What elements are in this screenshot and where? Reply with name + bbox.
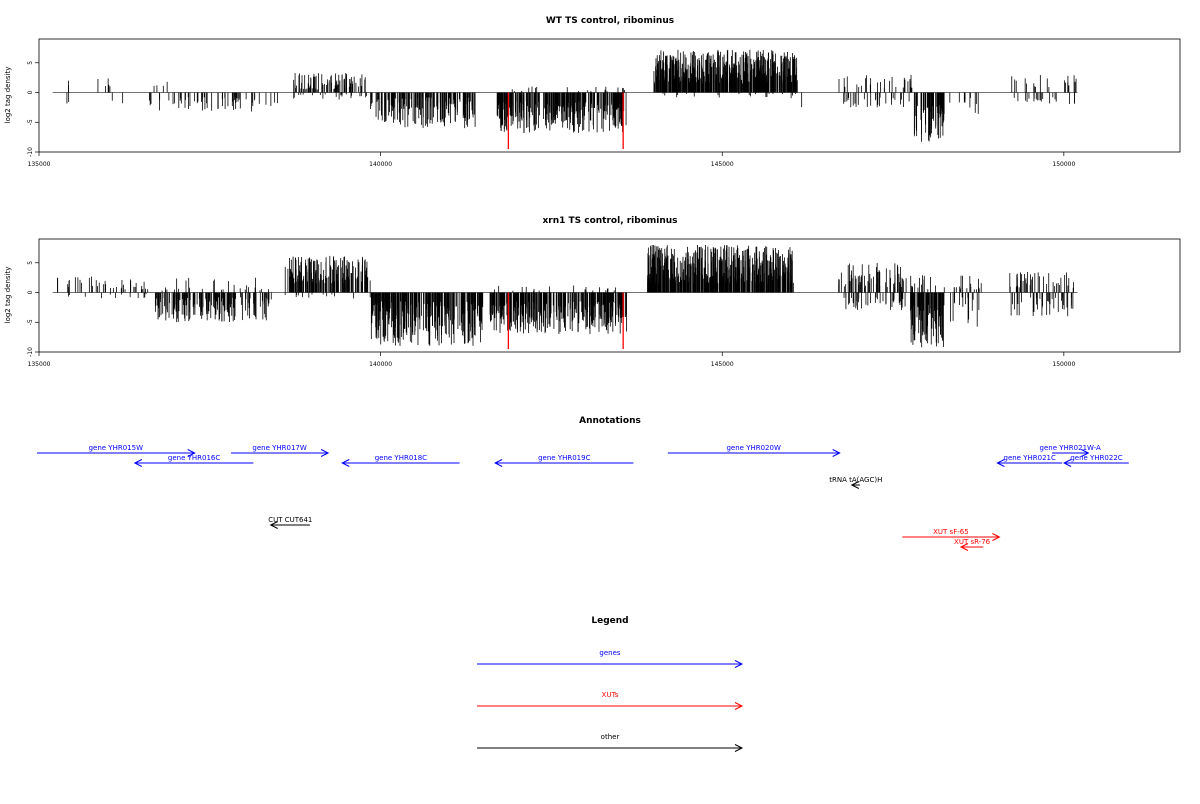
annotation-label: gene YHR021C: [1004, 454, 1056, 462]
annotation-label: gene YHR018C: [375, 454, 427, 462]
xrn1-track-panel: xrn1 TS control, ribominus log2 tag dens…: [4, 216, 1181, 368]
annotation-arrow-arrowhead: [187, 449, 196, 457]
annotation-feature: gene YHR019C: [494, 454, 634, 467]
xrn1-y-axis-label: log2 tag density: [4, 267, 12, 324]
annotation-arrow-arrowhead: [959, 543, 969, 551]
y-tick-label: -10: [27, 147, 34, 157]
annotation-feature: gene YHR015W: [36, 444, 196, 457]
legend-label: other: [601, 733, 620, 741]
legend-entry: XUTs: [477, 691, 744, 710]
annotation-label: gene YHR022C: [1070, 454, 1122, 462]
annotation-label: gene YHR020W: [726, 444, 780, 452]
annotation-feature: gene YHR016C: [133, 454, 254, 467]
annotation-arrow-arrowhead: [320, 449, 330, 457]
x-tick-label: 140000: [369, 361, 392, 368]
annotation-label: gene YHR016C: [168, 454, 220, 462]
annotation-label: gene YHR021W-A: [1040, 444, 1101, 452]
annotation-arrow-arrowhead: [996, 459, 1005, 467]
annotation-label: XUT sF-65: [933, 528, 969, 536]
legend-arrow-arrowhead: [734, 660, 744, 668]
y-tick-label: 5: [27, 261, 34, 265]
annotation-arrow-arrowhead: [1062, 459, 1072, 467]
annotations-title: Annotations: [579, 416, 641, 426]
annotation-feature: gene YHR022C: [1062, 454, 1129, 467]
annotation-feature: gene YHR017W: [231, 444, 330, 457]
annotation-arrow-arrowhead: [269, 521, 278, 529]
wt-track-panel: WT TS control, ribominus log2 tag densit…: [4, 16, 1181, 168]
annotation-arrow-arrowhead: [992, 533, 1001, 541]
annotation-arrow-arrowhead: [832, 449, 841, 457]
y-tick-label: -10: [27, 347, 34, 357]
xrn1-bars: [52, 244, 1078, 350]
wt-y-axis-label: log2 tag density: [4, 67, 12, 124]
x-tick-label: 140000: [369, 161, 392, 168]
plot-frame: [38, 238, 1181, 353]
annotation-feature: gene YHR018C: [341, 454, 460, 467]
xrn1-axes: 135000 140000 145000 150000 -10 -5 0 5: [27, 238, 1181, 368]
x-tick-label: 135000: [28, 361, 51, 368]
annotation-label: tRNA tA(AGC)H: [829, 476, 882, 484]
annotation-label: CUT CUT641: [268, 516, 312, 524]
plot-frame: [38, 38, 1181, 153]
y-tick-label: 0: [27, 290, 34, 294]
annotation-arrow-arrowhead: [494, 459, 503, 467]
wt-bars: [52, 49, 1078, 150]
legend-label: genes: [599, 649, 620, 657]
y-tick-label: 0: [27, 90, 34, 94]
annotation-label: XUT sR-76: [954, 538, 991, 546]
legend-entries: genes XUTs other: [477, 649, 744, 752]
legend-entry: other: [477, 733, 744, 752]
annotation-label: gene YHR017W: [252, 444, 306, 452]
legend-panel: Legend genes XUTs other: [477, 616, 744, 752]
annotation-label: gene YHR019C: [538, 454, 590, 462]
y-tick-label: -5: [27, 119, 34, 125]
legend-title: Legend: [591, 616, 628, 626]
x-tick-label: 135000: [28, 161, 51, 168]
legend-entry: genes: [477, 649, 744, 668]
annotation-feature: gene YHR020W: [667, 444, 841, 457]
legend-arrow-arrowhead: [734, 702, 744, 710]
wt-track-title: WT TS control, ribominus: [546, 16, 674, 26]
y-tick-label: 5: [27, 61, 34, 65]
y-tick-label: -5: [27, 319, 34, 325]
xrn1-track-title: xrn1 TS control, ribominus: [542, 216, 677, 226]
annotation-feature: gene YHR021C: [996, 454, 1063, 467]
wt-axes: 135000 140000 145000 150000 -10 -5 0 5: [27, 38, 1181, 168]
annotation-arrow-arrowhead: [341, 459, 350, 467]
x-tick-label: 145000: [711, 161, 734, 168]
legend-label: XUTs: [602, 691, 619, 699]
annotation-feature: XUT sF-65: [902, 528, 1001, 541]
annotation-arrow-arrowhead: [1081, 449, 1090, 457]
annotation-feature: XUT sR-76: [954, 538, 991, 551]
annotation-label: gene YHR015W: [89, 444, 143, 452]
legend-arrow-arrowhead: [734, 744, 744, 752]
annotation-feature: tRNA tA(AGC)H: [829, 476, 882, 489]
annotation-features: gene YHR015W gene YHR016C gene YHR017W gene…: [36, 444, 1129, 551]
x-tick-label: 145000: [711, 361, 734, 368]
annotation-arrow-arrowhead: [850, 481, 860, 489]
x-tick-label: 150000: [1052, 161, 1075, 168]
annotation-feature: gene YHR021W-A: [1040, 444, 1101, 457]
x-tick-label: 150000: [1052, 361, 1075, 368]
annotation-arrow-arrowhead: [133, 459, 143, 467]
annotation-feature: CUT CUT641: [268, 516, 312, 529]
